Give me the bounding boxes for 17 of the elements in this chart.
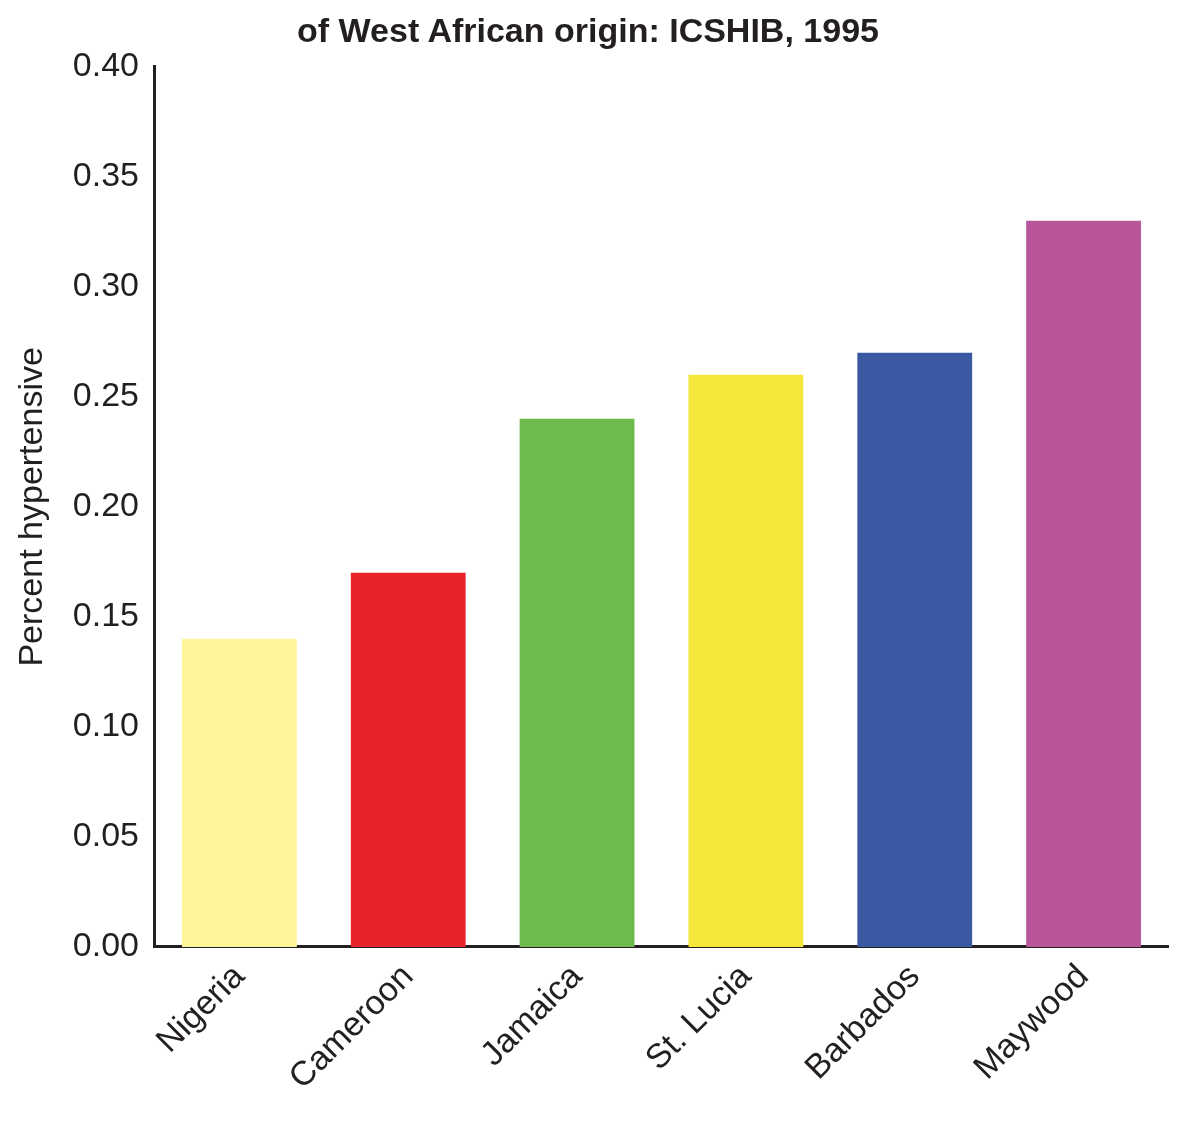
bar [688, 374, 804, 947]
bar [350, 572, 466, 947]
bar [1026, 220, 1141, 947]
bar [519, 418, 635, 947]
y-tick-label: 0.30 [72, 265, 139, 304]
chart-title: of West African origin: ICSHIB, 1995 [297, 10, 879, 49]
y-tick-label: 0.10 [72, 705, 139, 744]
y-tick-label: 0.20 [72, 485, 139, 524]
bar [857, 352, 973, 947]
y-tick-label: 0.15 [72, 595, 139, 634]
y-tick-label: 0.05 [72, 815, 139, 854]
y-tick-label: 0.25 [72, 375, 139, 414]
y-tick-label: 0.00 [72, 925, 139, 964]
y-axis-title: Percent hypertensive [10, 347, 49, 667]
bar [181, 638, 297, 947]
y-tick-label: 0.40 [72, 45, 139, 84]
y-tick-label: 0.35 [72, 155, 139, 194]
